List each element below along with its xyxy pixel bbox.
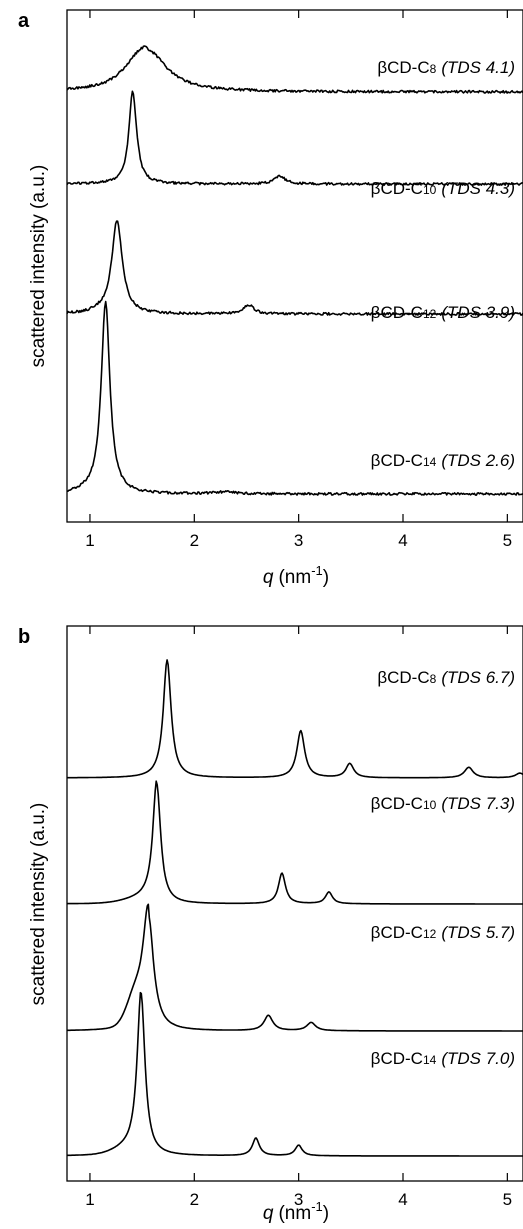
panel-a-y-axis-label: scattered intensity (a.u.): [28, 165, 49, 368]
series-label-subscript: 8: [430, 62, 437, 76]
panel-a-series-labels: βCD-C8 (TDS 4.1)βCD-C10 (TDS 4.3)βCD-C12 (T…: [371, 58, 515, 470]
panel-b-letter: b: [18, 626, 30, 648]
series-line-14: [67, 991, 523, 1157]
panel-a-letter: a: [18, 10, 30, 32]
panel-a-x-axis-close: ): [323, 567, 329, 588]
panel-a-x-axis-symbol: q: [263, 567, 274, 588]
series-label-subscript: 8: [430, 672, 437, 686]
series-label-subscript: 10: [423, 183, 437, 197]
panel-a-traces: [66, 45, 523, 496]
series-label-prefix: βCD-C: [371, 794, 423, 813]
panel-b-x-axis-close: ): [323, 1203, 329, 1224]
series-label-prefix: βCD-C: [377, 58, 429, 77]
series-label-subscript: 12: [423, 307, 437, 321]
series-label-tds: (TDS 3.9): [441, 303, 515, 322]
series-label-12: βCD-C12 (TDS 3.9): [371, 303, 515, 322]
series-label-tds: (TDS 7.3): [441, 794, 515, 813]
panel-b-series-labels: βCD-C8 (TDS 6.7)βCD-C10 (TDS 7.3)βCD-C12 (T…: [371, 668, 515, 1068]
panel-a-x-axis-label: q (nm-1): [263, 563, 329, 588]
series-line-8: [67, 659, 523, 779]
series-label-tds: (TDS 4.3): [441, 179, 515, 198]
x-tick-label-2: 2: [190, 531, 199, 550]
x-tick-label-2: 2: [190, 1190, 199, 1209]
series-line-12: [67, 903, 523, 1032]
series-line-10: [66, 780, 523, 905]
panel-b-x-axis-label: q (nm-1): [263, 1199, 329, 1224]
series-label-subscript: 10: [423, 798, 437, 812]
x-tick-label-5: 5: [503, 531, 512, 550]
panel-b-traces: [66, 659, 523, 1157]
series-label-prefix: βCD-C: [371, 451, 423, 470]
x-tick-label-1: 1: [85, 1190, 94, 1209]
panel-a-x-axis-exponent: -1: [311, 563, 323, 578]
series-label-tds: (TDS 5.7): [441, 923, 515, 942]
series-line-12: [66, 220, 523, 316]
series-line-14: [66, 300, 523, 496]
series-label-subscript: 14: [423, 455, 437, 469]
x-tick-label-4: 4: [398, 1190, 407, 1209]
series-label-subscript: 14: [423, 1053, 437, 1067]
series-label-tds: (TDS 4.1): [441, 58, 515, 77]
series-label-8: βCD-C8 (TDS 4.1): [377, 58, 515, 77]
panel-b-y-axis-label: scattered intensity (a.u.): [28, 803, 49, 1006]
series-label-tds: (TDS 7.0): [441, 1049, 515, 1068]
series-label-prefix: βCD-C: [371, 303, 423, 322]
panel-b-x-axis-unit: (nm: [278, 1203, 311, 1224]
x-tick-label-5: 5: [503, 1190, 512, 1209]
series-label-prefix: βCD-C: [371, 179, 423, 198]
series-label-tds: (TDS 6.7): [441, 668, 515, 687]
series-label-tds: (TDS 2.6): [441, 451, 515, 470]
series-label-10: βCD-C10 (TDS 7.3): [371, 794, 515, 813]
series-label-10: βCD-C10 (TDS 4.3): [371, 179, 515, 198]
series-label-prefix: βCD-C: [377, 668, 429, 687]
x-tick-label-4: 4: [398, 531, 407, 550]
panel-b-x-axis-symbol: q: [263, 1203, 274, 1224]
series-label-subscript: 12: [423, 927, 437, 941]
series-label-12: βCD-C12 (TDS 5.7): [371, 923, 515, 942]
panel-b-x-axis-exponent: -1: [311, 1199, 323, 1214]
x-tick-label-3: 3: [294, 531, 303, 550]
series-label-8: βCD-C8 (TDS 6.7): [377, 668, 515, 687]
panel-a-x-axis-unit: (nm: [278, 567, 311, 588]
series-label-14: βCD-C14 (TDS 2.6): [371, 451, 515, 470]
x-tick-label-3: 3: [294, 1190, 303, 1209]
series-line-8: [66, 45, 523, 94]
panel-a-frame: [66, 9, 523, 523]
x-tick-label-1: 1: [85, 531, 94, 550]
series-label-14: βCD-C14 (TDS 7.0): [371, 1049, 515, 1068]
series-line-10: [66, 90, 523, 186]
series-label-prefix: βCD-C: [371, 923, 423, 942]
series-label-prefix: βCD-C: [371, 1049, 423, 1068]
